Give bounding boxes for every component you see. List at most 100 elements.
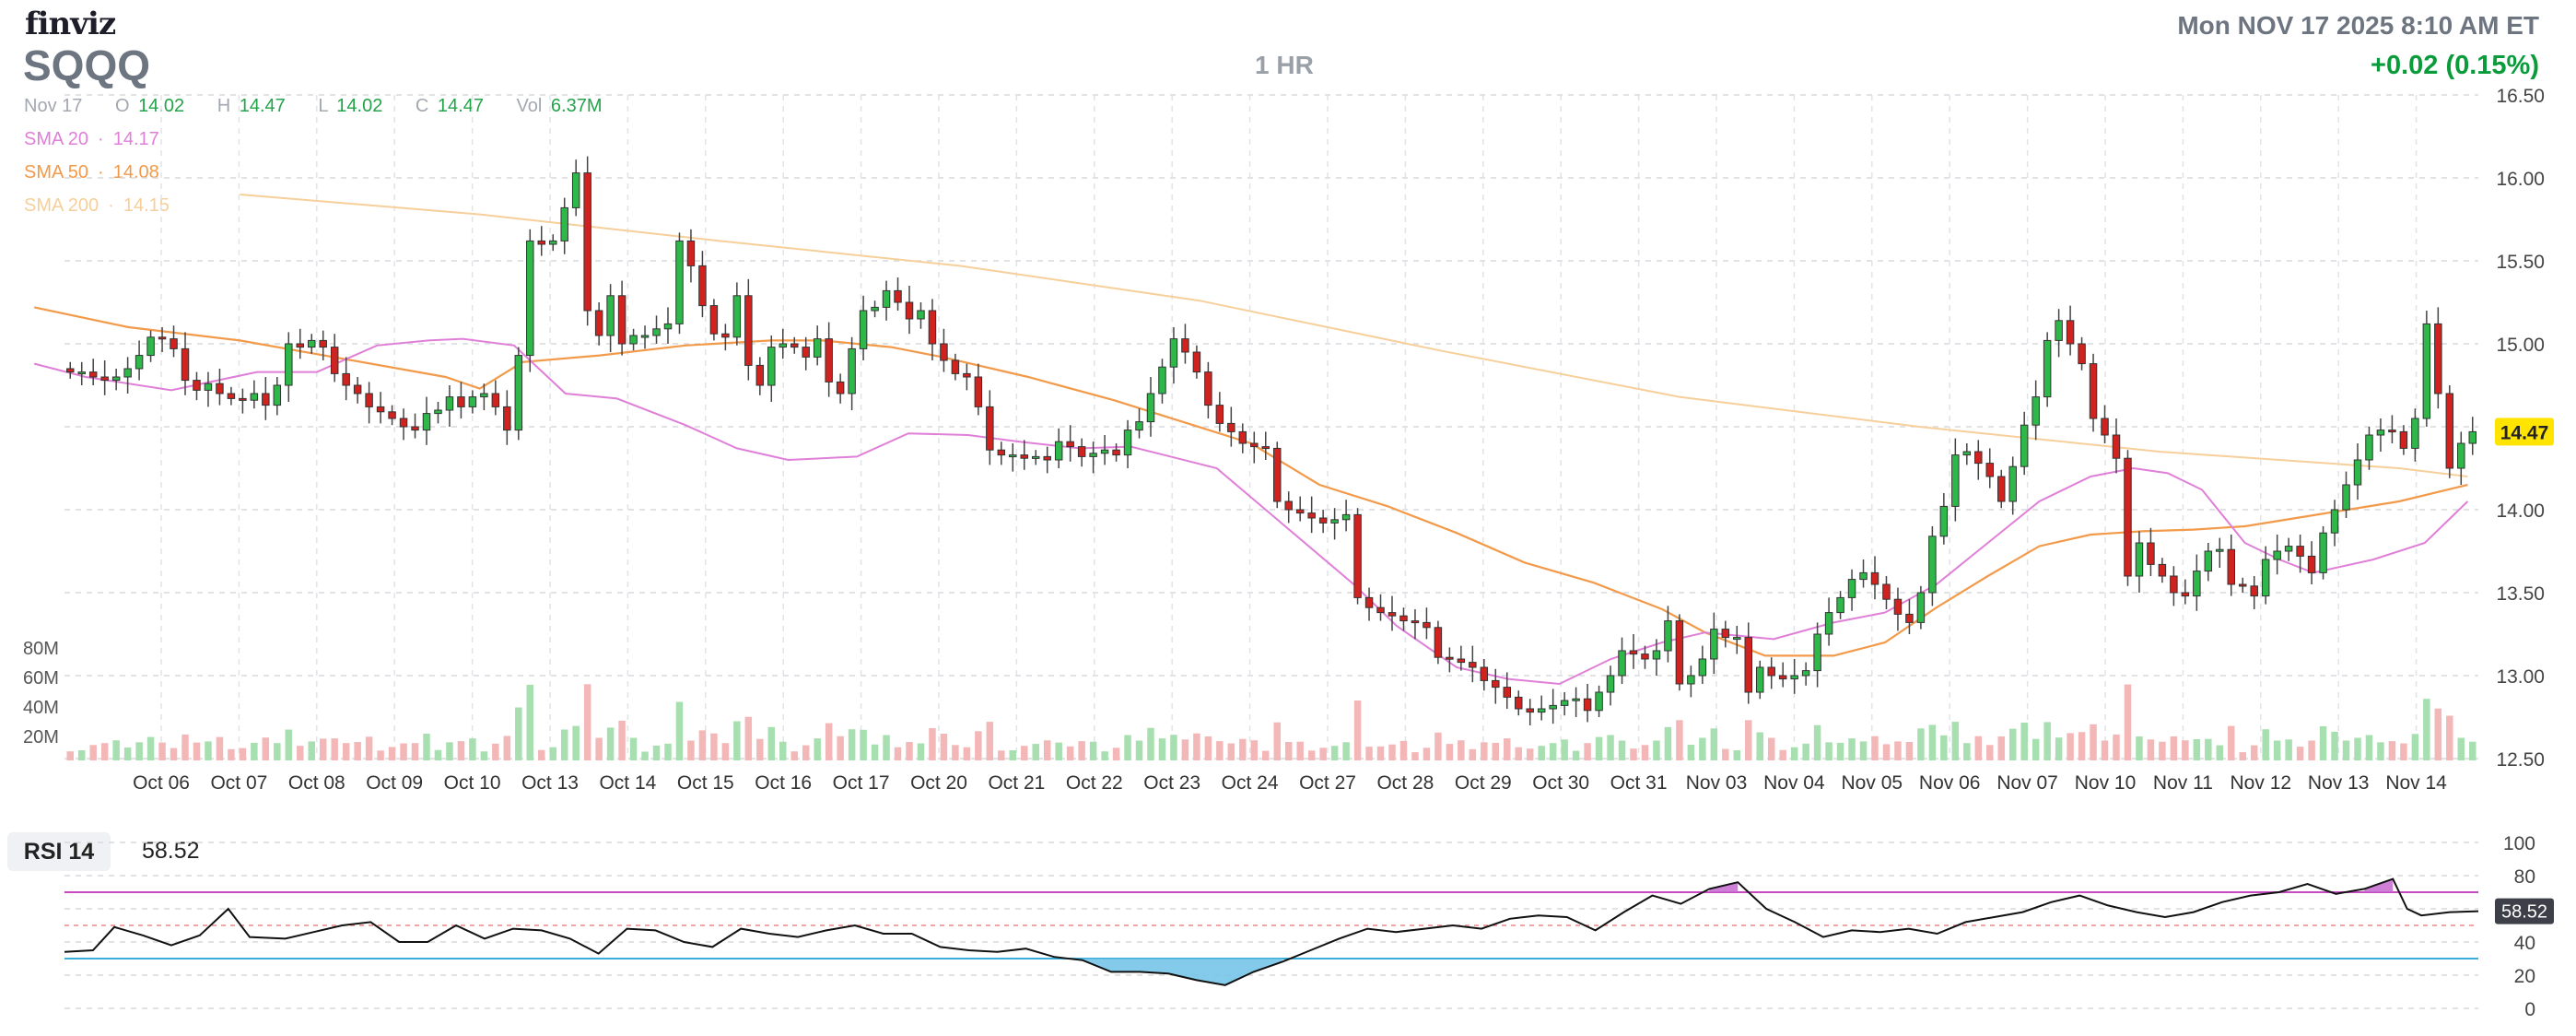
volume-bar: [112, 740, 120, 760]
sma200-legend[interactable]: SMA 200 · 14.15: [24, 195, 170, 216]
candle-body: [825, 338, 833, 383]
date-tick-label: Nov 07: [1996, 772, 2058, 794]
candle-body: [1146, 393, 1155, 423]
ohlc-low-label: L: [318, 96, 328, 116]
volume-bar: [1043, 740, 1051, 760]
candle-body: [342, 372, 350, 386]
volume-bar: [2193, 739, 2201, 760]
volume-bar: [837, 736, 844, 760]
candle-body: [2008, 465, 2017, 502]
volume-bar: [1147, 727, 1154, 760]
candle-body: [1641, 653, 1649, 660]
volume-bar: [595, 737, 603, 760]
candle-body: [65, 368, 75, 373]
volume-bar: [1653, 740, 1660, 760]
volume-bar: [228, 748, 235, 760]
candle-body: [594, 310, 603, 336]
candle-body: [2193, 571, 2201, 597]
volume-tick-label: 80M: [23, 639, 59, 659]
candle-body: [2411, 418, 2419, 449]
volume-bar: [767, 726, 776, 760]
volume-bar: [66, 751, 74, 760]
candle-body: [2434, 323, 2442, 394]
volume-bar: [710, 733, 718, 760]
candle-body: [1710, 629, 1718, 660]
volume-bar: [1974, 736, 1983, 760]
volume-bar: [2354, 737, 2361, 760]
finviz-logo[interactable]: finviz: [25, 6, 116, 42]
candle-body: [123, 368, 132, 378]
candle-body: [1928, 536, 1937, 594]
price-tick-label: 15.00: [2496, 335, 2545, 356]
volume-bar: [262, 737, 270, 760]
candle-body: [2273, 550, 2281, 560]
date-tick-label: Oct 09: [366, 772, 423, 794]
candle-body: [2101, 418, 2109, 436]
volume-bar: [1021, 746, 1028, 760]
date-tick-label: Nov 11: [2153, 772, 2213, 794]
candle-body: [2181, 592, 2190, 597]
volume-bar: [1307, 750, 1316, 760]
volume-bar: [446, 742, 453, 760]
volume-bar: [1273, 722, 1281, 760]
candle-body: [158, 336, 167, 340]
rsi-label[interactable]: RSI 14: [7, 832, 111, 871]
volume-bar: [1089, 741, 1097, 760]
date-tick-label: Oct 15: [677, 772, 734, 794]
candle-body: [1951, 454, 1960, 507]
candle-body: [2112, 434, 2121, 459]
interval-label[interactable]: 1 HR: [1255, 51, 1314, 79]
volume-bar: [940, 734, 948, 760]
candle-body: [560, 206, 568, 241]
volume-tick-label: 40M: [23, 698, 59, 718]
candle-body: [1778, 675, 1787, 680]
candle-body: [2261, 559, 2270, 597]
candle-body: [1629, 650, 1638, 655]
volume-bar: [975, 731, 982, 760]
candle-body: [1169, 338, 1178, 368]
volume-bar: [2388, 741, 2396, 760]
candle-body: [1341, 513, 1351, 521]
candle-body: [1112, 449, 1120, 456]
candle-body: [1376, 606, 1385, 614]
sma20-legend[interactable]: SMA 20 · 14.17: [24, 129, 159, 149]
candle-body: [1996, 476, 2006, 502]
date-tick-label: Oct 08: [288, 772, 345, 794]
candle-body: [2124, 457, 2132, 577]
volume-bar: [871, 744, 879, 760]
rsi-tick-label: 100: [2503, 833, 2535, 854]
volume-bar: [1710, 728, 1718, 760]
ohlc-high-label: H: [217, 96, 231, 116]
candle-body: [1480, 666, 1489, 681]
volume-bar: [100, 743, 109, 760]
candle-body: [1985, 463, 1995, 477]
volume-bar: [503, 736, 511, 760]
volume-bar: [1181, 739, 1189, 760]
date-tick-label: Oct 22: [1066, 772, 1123, 794]
volume-bar: [1630, 748, 1637, 760]
volume-bar: [917, 743, 925, 760]
candle-body: [135, 355, 144, 370]
candle-body: [146, 336, 155, 357]
ohlc-low: 14.02: [336, 96, 383, 116]
date-tick-label: Oct 07: [210, 772, 267, 794]
candle-body: [2353, 459, 2362, 486]
volume-bar: [802, 745, 810, 760]
candle-body: [2250, 585, 2258, 597]
volume-bar: [2296, 747, 2304, 760]
sma200-value: 14.15: [123, 195, 170, 216]
rsi-tick-label: 80: [2514, 866, 2535, 888]
candle-body: [548, 240, 557, 245]
volume-bar: [1492, 742, 1500, 760]
candle-body: [1100, 449, 1109, 454]
price-change: +0.02 (0.15%): [2371, 51, 2539, 80]
candle-body: [434, 409, 442, 415]
volume-bar: [170, 748, 178, 760]
volume-bar: [963, 747, 971, 760]
candle-body: [1618, 650, 1626, 677]
date-tick-label: Oct 31: [1610, 772, 1668, 794]
volume-bar: [205, 741, 212, 760]
candle-body: [2032, 396, 2040, 426]
volume-bar: [457, 741, 465, 760]
